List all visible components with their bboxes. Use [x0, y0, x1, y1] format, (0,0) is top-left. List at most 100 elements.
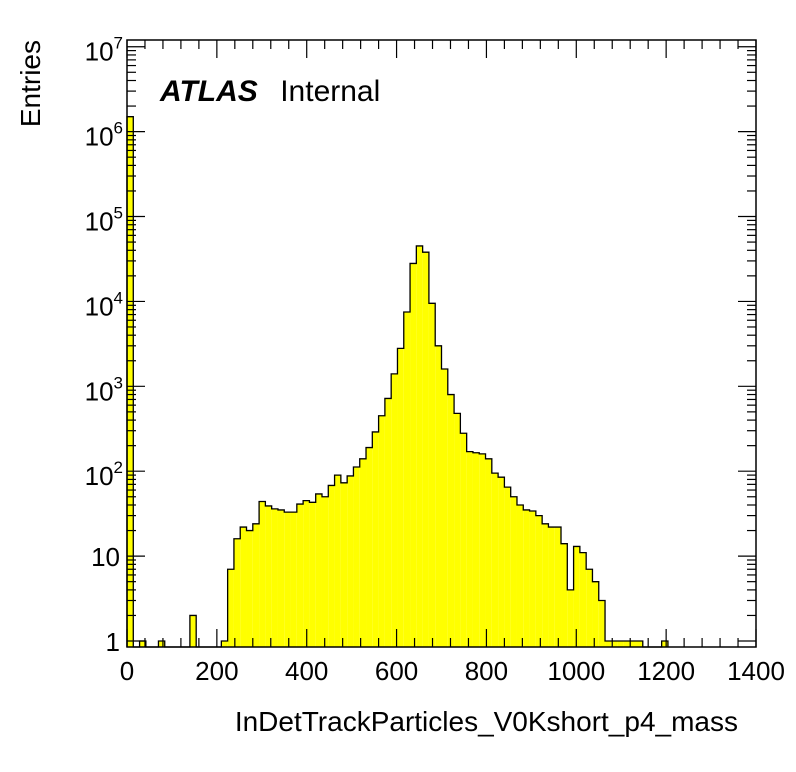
internal-label: Internal [280, 75, 380, 108]
histogram-bin [498, 477, 505, 647]
x-tick-label-200: 200 [195, 656, 238, 686]
histogram-bin [328, 485, 335, 647]
y-tick-label: 10 [91, 542, 120, 572]
histogram-bin [366, 447, 373, 647]
histogram-bin [347, 475, 354, 647]
histogram-bin [233, 538, 241, 647]
y-tick-labels: 1 10 102 103 104 105 106 107 [85, 34, 123, 657]
histogram-bin [259, 501, 266, 647]
histogram-bin [340, 482, 348, 647]
histogram-bin [127, 116, 134, 647]
histogram-bin [284, 512, 291, 647]
histogram-bin [158, 641, 165, 647]
histogram-bin [535, 515, 543, 647]
histogram-bin [630, 641, 637, 647]
histogram-bin [321, 496, 329, 647]
histogram-bin [504, 487, 511, 647]
histogram-bin [636, 641, 643, 647]
axis-ticks [126, 40, 757, 647]
histogram-bin [611, 641, 618, 647]
histogram-bin [523, 509, 530, 647]
x-tick-label-1400: 1400 [727, 656, 785, 686]
histogram-outline [126, 116, 669, 648]
histogram-bin [372, 431, 379, 647]
histogram-bin [271, 508, 278, 647]
histogram-bin [410, 263, 417, 647]
histogram-bin [579, 552, 587, 647]
x-tick-labels: 0 200 400 600 800 1000 1200 1400 [120, 656, 785, 686]
histogram-bin [277, 509, 285, 647]
histogram-bin [554, 527, 562, 647]
histogram-bin [227, 569, 234, 647]
histogram-bin [240, 527, 247, 647]
x-axis-title: InDetTrackParticles_V0Kshort_p4_mass [235, 706, 738, 737]
x-tick-label-1200: 1200 [637, 656, 695, 686]
histogram-bin [428, 303, 436, 647]
y-tick-label: 106 [85, 119, 123, 152]
histogram-bin [189, 615, 197, 647]
histogram-bin [605, 641, 612, 647]
histogram-bin [561, 543, 568, 647]
histogram-bin [548, 527, 555, 647]
histogram-bin [466, 451, 473, 647]
histogram-bin [441, 368, 448, 647]
x-tick-label-400: 400 [285, 656, 328, 686]
histogram-bars [126, 116, 669, 648]
histogram-bin [303, 500, 310, 647]
y-tick-label: 103 [85, 373, 123, 406]
histogram-bin [246, 530, 253, 647]
histogram-bin [435, 345, 442, 647]
histogram-bin [403, 312, 411, 647]
histogram-bin [567, 589, 574, 647]
y-tick-label: 104 [85, 288, 123, 321]
histogram-bin [510, 496, 517, 647]
histogram-bin [397, 348, 404, 647]
histogram-bin [359, 458, 367, 647]
histogram-bin [661, 641, 668, 647]
histogram-bin [592, 581, 599, 647]
histogram-bin [472, 452, 480, 647]
histogram-bin [334, 475, 341, 647]
y-tick-label: 102 [85, 458, 123, 491]
y-axis-title: Entries [15, 40, 46, 127]
histogram-bin [416, 245, 423, 647]
histogram-bin [221, 641, 228, 647]
histogram-bin [290, 512, 297, 647]
histogram-bin [315, 493, 322, 647]
y-tick-label: 107 [85, 34, 123, 67]
histogram-bin [573, 546, 580, 647]
histogram-bin [623, 641, 631, 647]
histogram-bin [384, 398, 392, 647]
histogram-bin [586, 569, 593, 647]
histogram-bin [296, 504, 304, 647]
histogram-bin [378, 415, 385, 647]
histogram-bin [252, 523, 260, 647]
y-tick-label: 1 [106, 627, 120, 657]
x-tick-label-1000: 1000 [547, 656, 605, 686]
y-tick-label: 105 [85, 204, 123, 237]
histogram-bin [485, 458, 492, 647]
histogram-bin [479, 453, 486, 647]
histogram-bin [542, 523, 549, 647]
atlas-internal-label: ATLAS Internal [159, 75, 380, 108]
x-tick-label-0: 0 [120, 656, 134, 686]
histogram-bin [529, 510, 536, 647]
histogram-bin [598, 600, 606, 647]
histogram-bin [491, 473, 499, 647]
histogram-bin [460, 433, 467, 647]
histogram-bin [353, 467, 360, 647]
histogram-bin [391, 373, 398, 647]
atlas-label: ATLAS [159, 75, 258, 108]
x-tick-label-600: 600 [375, 656, 418, 686]
histogram-bin [454, 413, 461, 647]
plot-frame [126, 39, 757, 648]
histogram-bin [447, 394, 455, 647]
histogram-bin [139, 641, 146, 647]
histogram-bin [309, 502, 316, 647]
x-tick-label-800: 800 [465, 656, 508, 686]
histogram-bin [265, 505, 272, 647]
histogram-bin [617, 641, 624, 647]
histogram-bin [422, 252, 429, 648]
histogram-bin [516, 504, 524, 647]
